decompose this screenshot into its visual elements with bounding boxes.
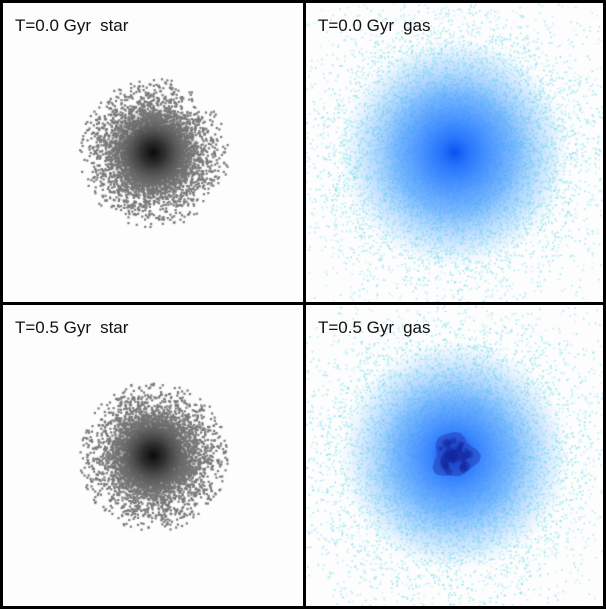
component-label: gas (403, 16, 431, 35)
star-distribution-image (3, 305, 303, 606)
time-label: T=0.5 Gyr (318, 318, 395, 337)
panel-gas-t0: T=0.0 Gyr gas (306, 3, 603, 302)
gas-distribution-image (306, 305, 603, 606)
panel-star-t05: T=0.5 Gyr star (3, 305, 303, 606)
time-label: T=0.0 Gyr (15, 16, 92, 35)
component-label: star (100, 318, 129, 337)
panel-label: T=0.0 Gyr star (15, 17, 128, 34)
gas-distribution-image (306, 3, 603, 302)
panel-label: T=0.0 Gyr gas (318, 17, 430, 34)
panel-gas-t05: T=0.5 Gyr gas (306, 305, 603, 606)
time-label: T=0.5 Gyr (15, 318, 92, 337)
panel-label: T=0.5 Gyr gas (318, 319, 430, 336)
panel-label: T=0.5 Gyr star (15, 319, 128, 336)
component-label: star (100, 16, 129, 35)
time-label: T=0.0 Gyr (318, 16, 395, 35)
component-label: gas (403, 318, 431, 337)
star-distribution-image (3, 3, 303, 302)
panel-star-t0: T=0.0 Gyr star (3, 3, 303, 302)
